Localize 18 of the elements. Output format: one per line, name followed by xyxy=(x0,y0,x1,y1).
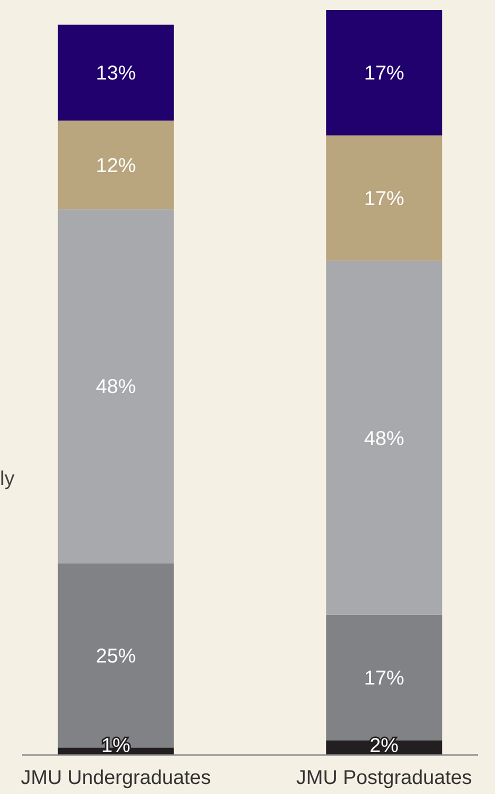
x-tick-label: JMU Postgraduates xyxy=(296,767,472,789)
data-label: 12% xyxy=(96,154,136,177)
bar xyxy=(58,209,174,564)
data-label: 25% xyxy=(96,645,136,668)
data-label: 17% xyxy=(364,62,404,85)
bar xyxy=(326,10,442,136)
bar xyxy=(58,120,174,210)
data-label: 17% xyxy=(364,668,404,690)
bar xyxy=(326,135,442,261)
data-label: 13% xyxy=(96,62,136,85)
data-label: 2% xyxy=(370,735,399,757)
x-tick-label: JMU Undergraduates xyxy=(20,767,211,789)
data-label: 48% xyxy=(364,428,404,450)
data-label: 48% xyxy=(96,376,136,398)
data-label: 17% xyxy=(364,188,404,210)
text: ly xyxy=(0,468,14,490)
bar xyxy=(58,24,174,121)
bar xyxy=(326,260,442,615)
